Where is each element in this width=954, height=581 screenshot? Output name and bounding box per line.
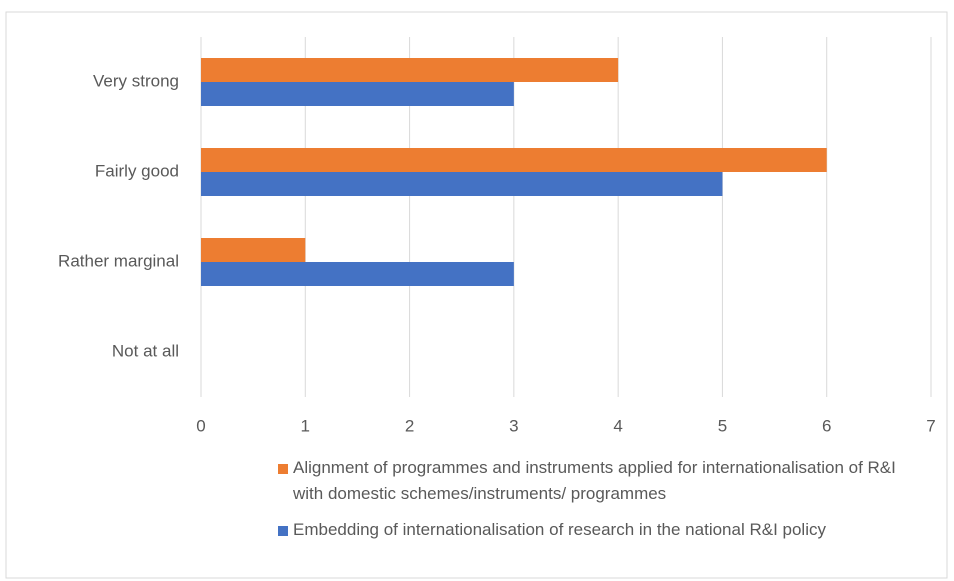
x-tick-label: 1 [301, 416, 310, 435]
y-tick-label: Fairly good [95, 161, 179, 180]
legend-label: Embedding of internationalisation of res… [293, 520, 826, 539]
x-tick-label: 6 [822, 416, 831, 435]
y-tick-label: Not at all [112, 341, 179, 360]
bar [201, 238, 306, 262]
x-tick-label: 7 [926, 416, 935, 435]
bar [201, 262, 514, 286]
legend-item: Embedding of internationalisation of res… [278, 517, 918, 543]
legend-swatch [278, 526, 288, 536]
legend-label: Alignment of programmes and instruments … [293, 458, 896, 503]
bar [201, 172, 723, 196]
x-tick-label: 3 [509, 416, 518, 435]
y-tick-label: Very strong [93, 71, 179, 90]
bar [201, 148, 827, 172]
legend-item: Alignment of programmes and instruments … [278, 455, 918, 507]
x-tick-label: 4 [613, 416, 622, 435]
chart-border [5, 11, 948, 579]
x-tick-label: 5 [718, 416, 727, 435]
y-tick-label: Rather marginal [58, 251, 179, 270]
x-tick-label: 0 [196, 416, 205, 435]
bar [201, 82, 514, 106]
legend-swatch [278, 464, 288, 474]
bar [201, 58, 619, 82]
legend: Alignment of programmes and instruments … [278, 455, 918, 553]
x-tick-label: 2 [405, 416, 414, 435]
